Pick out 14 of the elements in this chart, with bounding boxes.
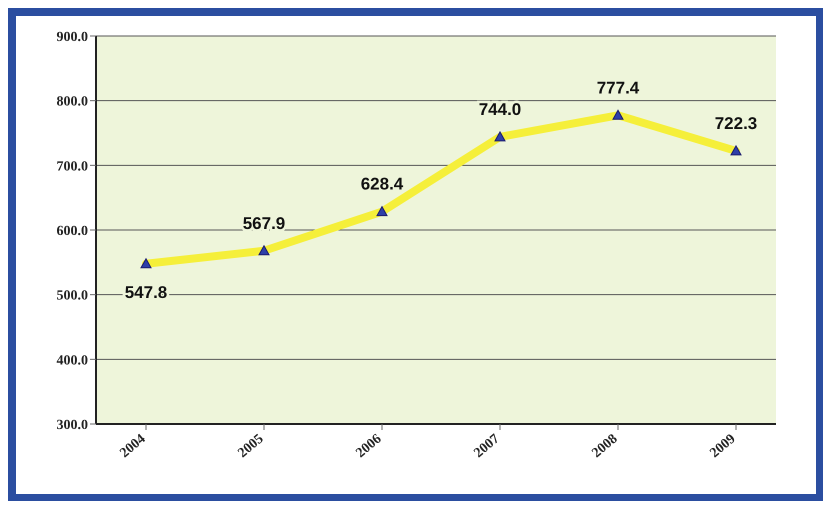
- data-label: 777.4: [596, 78, 640, 97]
- x-tick-label: 2008: [588, 431, 620, 461]
- data-label: 628.4: [360, 174, 404, 194]
- y-tick-label: 900.0: [56, 29, 88, 44]
- y-tick-label: 500.0: [56, 288, 88, 304]
- data-label: 722.3: [714, 113, 757, 132]
- y-tick-label: 300.0: [56, 417, 88, 432]
- data-label: 744.0: [478, 99, 521, 118]
- x-tick-label: 2009: [706, 431, 738, 461]
- y-tick-label: 700.0: [56, 158, 88, 174]
- y-tick-label: 400.0: [56, 352, 88, 368]
- y-tick-label: 600.0: [56, 223, 88, 238]
- y-tick-label: 800.0: [56, 94, 88, 110]
- data-label: 567.9: [242, 213, 285, 232]
